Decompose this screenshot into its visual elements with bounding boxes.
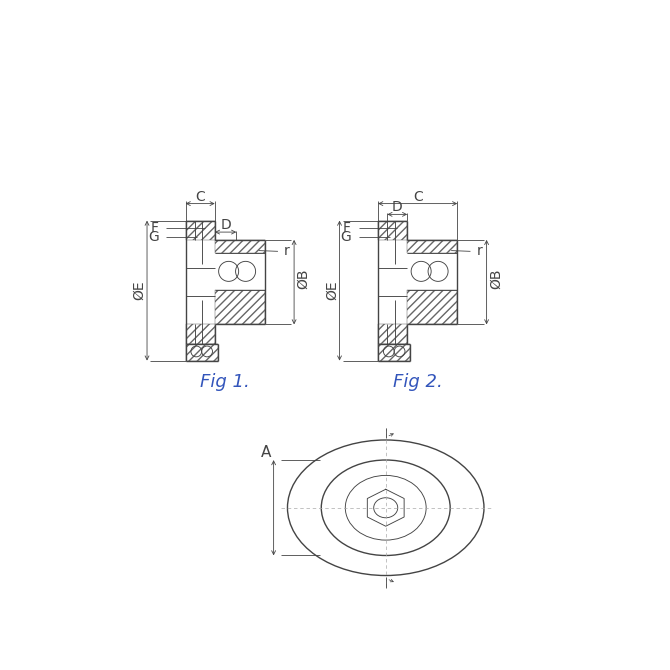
Bar <box>378 344 410 360</box>
Text: Fig 2.: Fig 2. <box>393 373 443 391</box>
Text: G: G <box>148 230 159 245</box>
Text: Fig 1.: Fig 1. <box>200 373 250 391</box>
Bar <box>186 220 265 344</box>
Text: A: A <box>261 445 271 460</box>
Bar <box>407 240 458 253</box>
Text: G: G <box>340 230 351 245</box>
Text: F: F <box>151 221 159 235</box>
Text: D: D <box>392 200 403 214</box>
Bar <box>186 344 218 360</box>
Bar <box>407 290 458 324</box>
Text: C: C <box>413 190 423 204</box>
Bar <box>378 220 407 240</box>
Bar <box>378 324 407 344</box>
Text: r: r <box>284 245 290 259</box>
Bar <box>186 324 215 344</box>
Text: D: D <box>220 218 231 232</box>
Text: ØB: ØB <box>296 268 310 289</box>
Text: ØB: ØB <box>489 268 502 289</box>
Bar <box>215 240 265 253</box>
Text: ØE: ØE <box>325 280 339 299</box>
Bar <box>378 220 458 344</box>
Text: r: r <box>476 245 482 259</box>
Bar <box>215 290 265 324</box>
Text: C: C <box>195 190 205 204</box>
Text: ØE: ØE <box>132 280 146 299</box>
Text: F: F <box>343 221 351 235</box>
Bar <box>186 220 215 240</box>
